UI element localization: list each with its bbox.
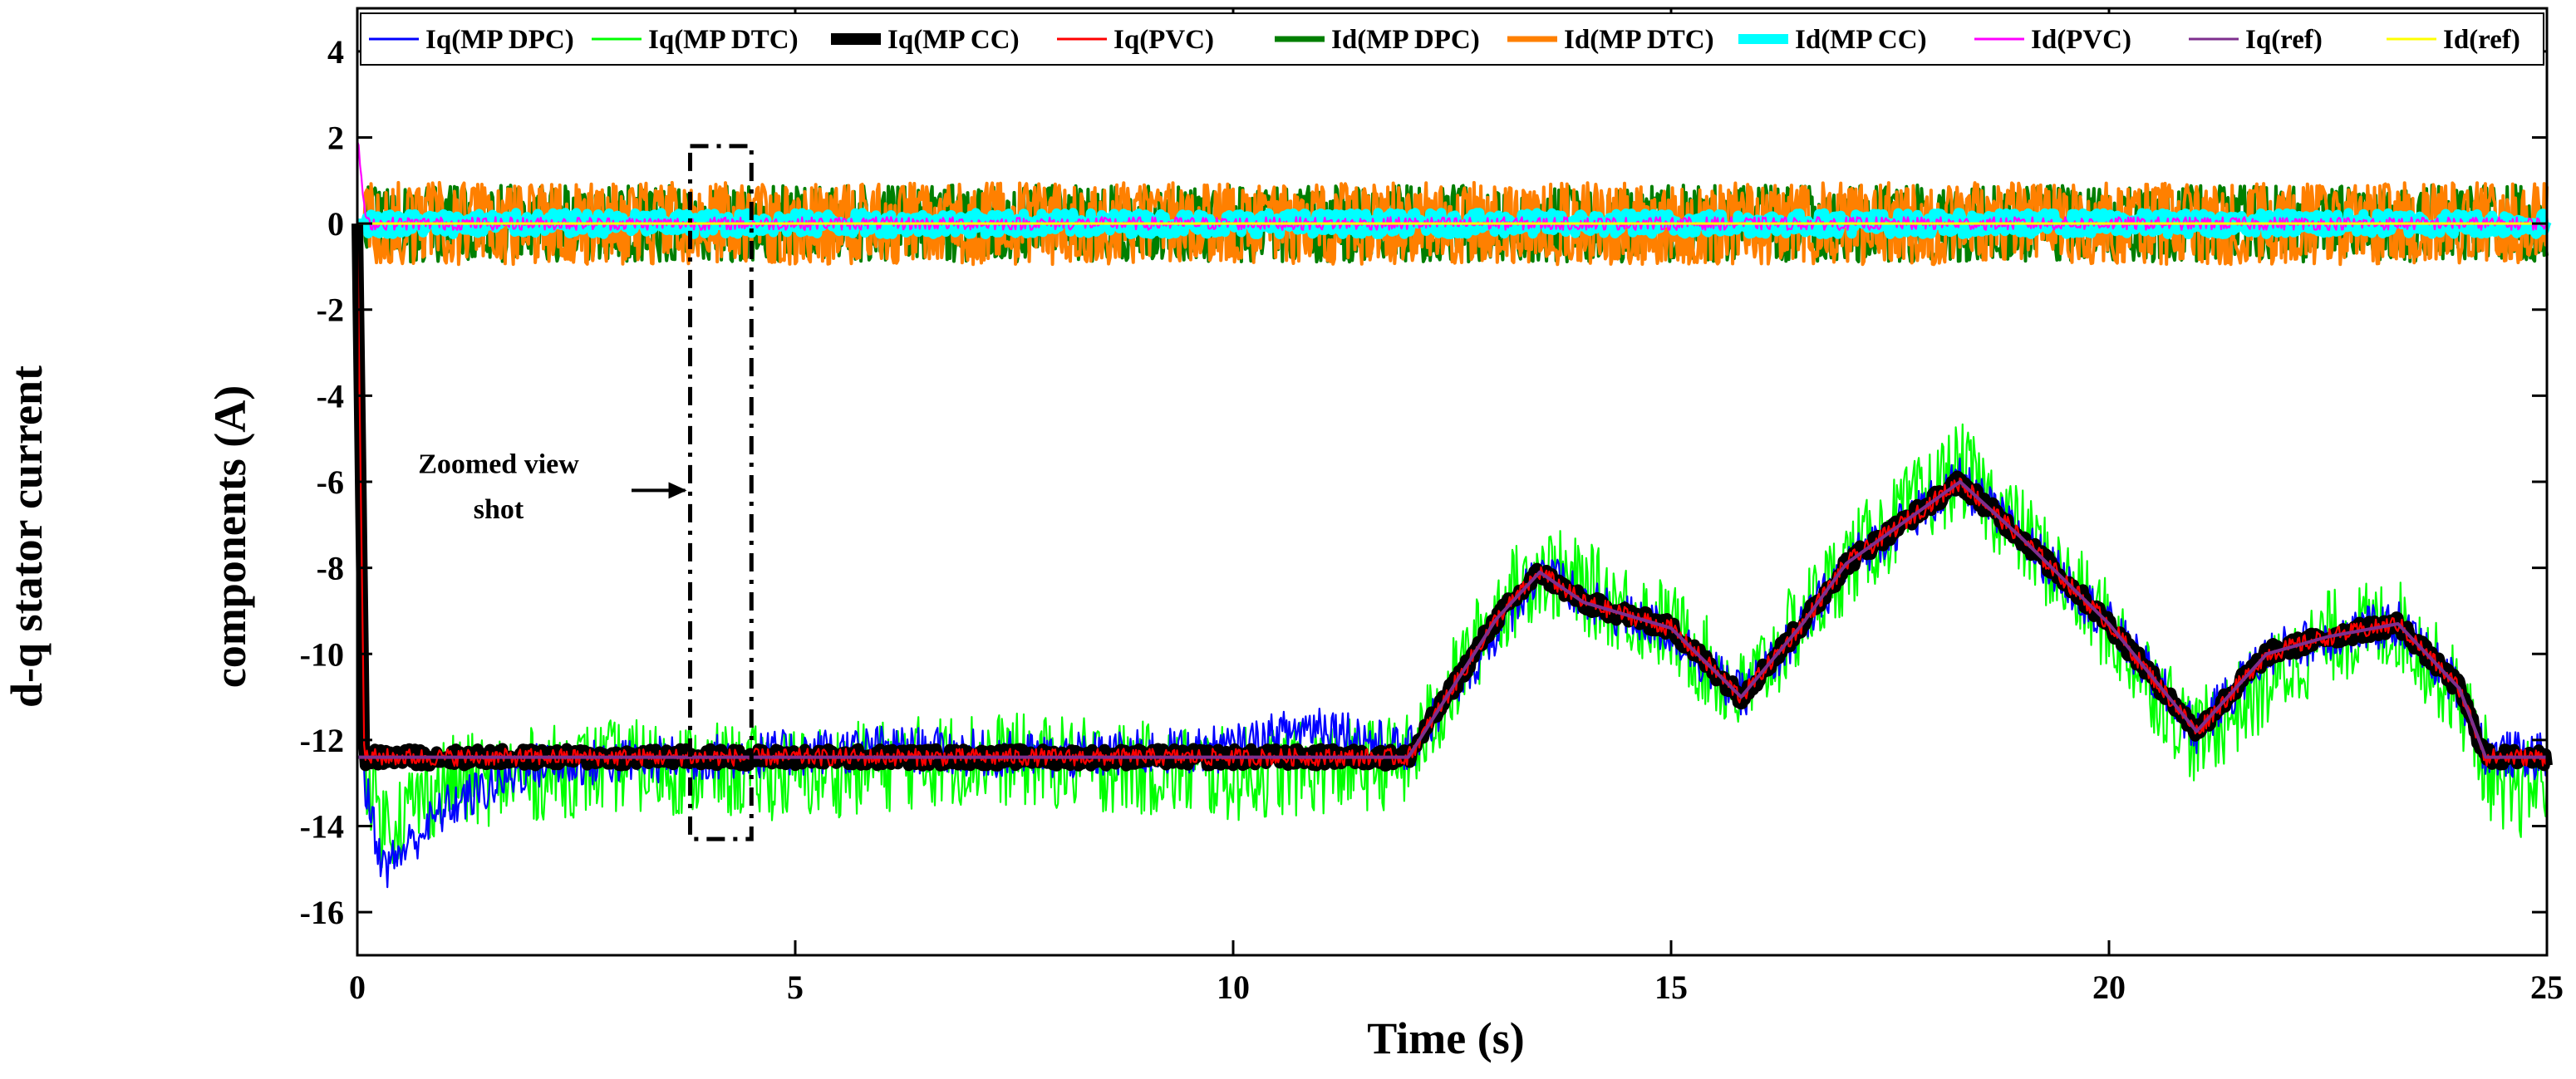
series-line-id-mp-dtc [356,180,2549,267]
y-tick-label: -16 [300,894,344,931]
y-tick-label: 4 [327,33,344,71]
zoom-annotation-line-2: shot [474,494,524,525]
y-tick-label: -2 [317,292,344,329]
zoom-box [688,144,754,841]
legend-label: Iq(MP DPC) [425,25,574,55]
zoom-arrow-head [668,482,687,499]
legend-label: Iq(MP DTC) [648,25,799,55]
legend-label: Iq(ref) [2245,25,2323,55]
legend-label: Iq(PVC) [1113,25,1214,55]
y-tick-label: -6 [317,463,344,501]
y-tick-label: 2 [327,119,344,156]
x-tick-label: 15 [1654,969,1688,1006]
y-tick-label: -4 [317,377,344,414]
legend-label: Id(MP DPC) [1331,25,1480,55]
x-tick-label: 25 [2530,969,2564,1006]
legend-label: Id(MP DTC) [1564,25,1714,55]
annotation-group: Zoomed view shot [418,144,754,841]
y-tick-label: -10 [300,635,344,673]
y-axis-title-line-1: d-q stator current [2,365,52,708]
legend-label: Iq(MP CC) [887,25,1020,55]
x-tick-label: 0 [349,969,366,1006]
x-tick-label: 5 [787,969,804,1006]
plot-area [351,140,2553,889]
y-tick-label: 0 [327,205,344,243]
x-axis-title: Time (s) [1367,1013,1524,1063]
y-tick-label: -14 [300,808,344,846]
legend-label: Id(ref) [2443,25,2520,55]
y-tick-label: -8 [317,550,344,587]
y-axis-title-line-2: components (A) [205,385,255,688]
legend-label: Id(PVC) [2031,25,2131,55]
y-tick-label: -12 [300,722,344,759]
legend: Iq(MP DPC) Iq(MP DTC) Iq(MP CC) Iq(PVC) Id(M… [360,12,2544,66]
legend-box [360,12,2544,66]
x-tick-label: 20 [2092,969,2126,1006]
legend-label: Id(MP CC) [1795,25,1927,55]
series-line-iq-ref [357,480,2547,759]
x-tick-label: 10 [1217,969,1250,1006]
zoom-annotation-line-1: Zoomed view [418,449,579,480]
